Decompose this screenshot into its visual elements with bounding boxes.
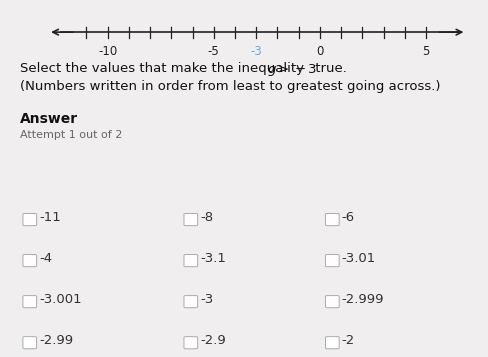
Text: -2.999: -2.999 [342, 293, 384, 306]
Text: -2.9: -2.9 [200, 335, 226, 347]
Text: -3.01: -3.01 [342, 252, 376, 265]
Text: Attempt 1 out of 2: Attempt 1 out of 2 [20, 130, 122, 140]
Text: -5: -5 [208, 45, 220, 58]
Text: -2.99: -2.99 [39, 335, 73, 347]
Text: -4: -4 [39, 252, 52, 265]
Text: -10: -10 [98, 45, 117, 58]
Text: -3: -3 [200, 293, 213, 306]
Text: true.: true. [311, 62, 347, 75]
Text: -2: -2 [342, 335, 355, 347]
Text: Select the values that make the inequality: Select the values that make the inequali… [20, 62, 308, 75]
Text: -3: -3 [250, 45, 262, 58]
Text: -3.001: -3.001 [39, 293, 81, 306]
Text: -3.1: -3.1 [200, 252, 226, 265]
Text: (Numbers written in order from least to greatest going across.): (Numbers written in order from least to … [20, 80, 440, 93]
Text: 5: 5 [422, 45, 430, 58]
Text: $g > -3$: $g > -3$ [267, 62, 318, 79]
Text: -8: -8 [200, 211, 213, 224]
Text: -6: -6 [342, 211, 355, 224]
Text: 0: 0 [316, 45, 324, 58]
Text: Answer: Answer [20, 112, 78, 126]
Text: -11: -11 [39, 211, 61, 224]
